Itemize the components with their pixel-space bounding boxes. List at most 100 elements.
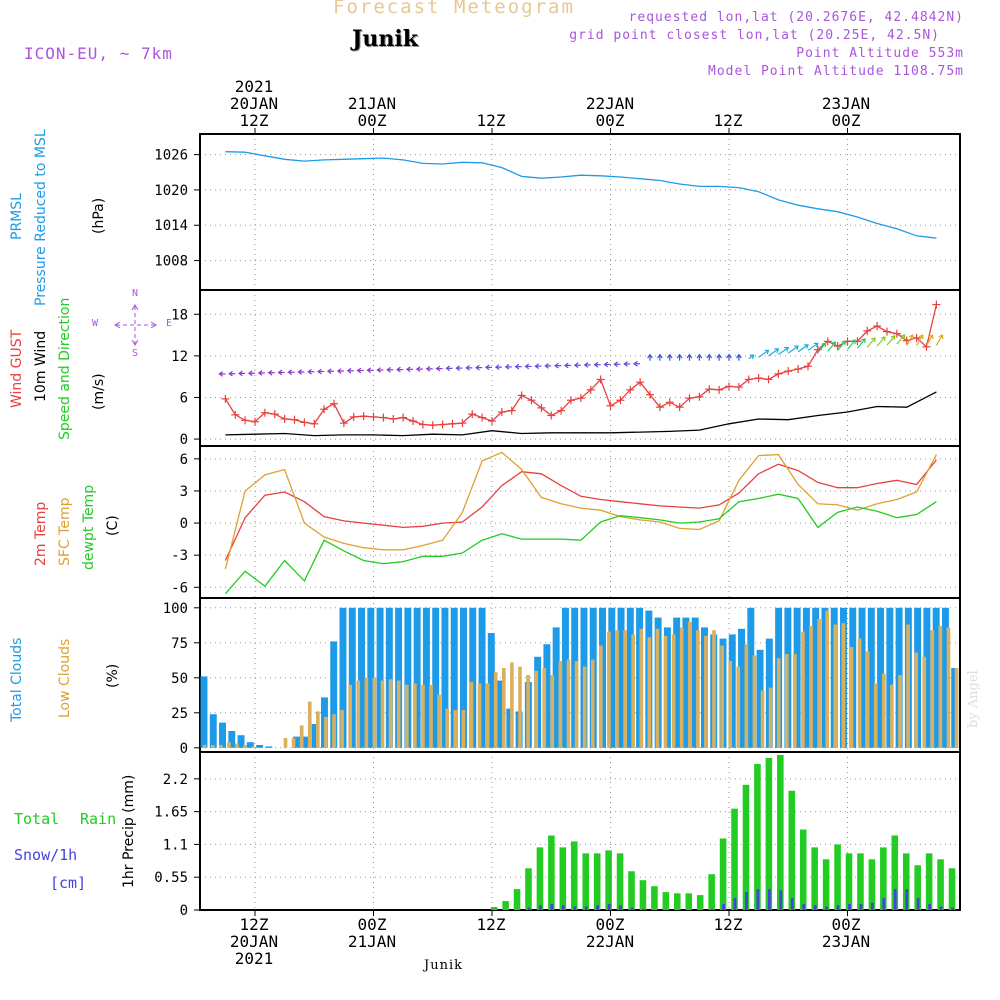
snow-bar [573,906,577,910]
rain-bar [902,853,910,910]
low-cloud-bar [768,687,773,748]
rain-bar [777,754,784,910]
wind-arrow-head [455,365,460,371]
low-cloud-bar [639,628,644,748]
wind-arrow-head [861,338,866,344]
temp-sfc-line [224,451,937,570]
wind-arrow-head [356,367,362,374]
total-cloud-bar [932,607,940,748]
total-cloud-bar [404,607,412,748]
low-cloud-bar [687,621,692,748]
snow-bar [825,906,828,910]
rain-bar [891,835,899,910]
total-cloud-bar [432,607,440,748]
total-cloud-bar [617,607,625,748]
rain-bar [536,847,544,910]
low-cloud-bar [671,634,676,748]
wind-arrow-head [277,369,283,376]
compass-rose [114,304,157,346]
wind-arrow-head [813,342,819,348]
wind-arrow [778,347,789,355]
wind-arrow-head [880,336,886,342]
low-cloud-bar [477,683,482,748]
snow-bar [767,889,771,910]
total-cloud-bar [395,607,403,748]
low-cloud-bar [922,656,927,748]
total-cloud-bar [385,607,393,748]
wind-arrow-head [563,362,569,369]
total-cloud-bar [812,607,820,748]
wind-arrow-head [676,353,683,359]
wind-arrow-head [524,363,530,370]
low-cloud-bar [299,725,304,748]
low-cloud-bar [461,710,466,748]
total-cloud-bar [339,607,347,748]
total-cloud-bar [497,680,505,748]
rain-bar [742,784,750,910]
low-cloud-bar [825,610,830,748]
low-cloud-bar [340,710,344,748]
compass-east: E [166,318,173,329]
rain-bar [719,838,727,910]
rain-bar [696,895,704,910]
total-cloud-bar [441,607,449,748]
low-cloud-bar [485,683,490,748]
wind-arrow-head [841,340,846,346]
wind-arrow-head [804,344,809,349]
y-tick-label: 12 [171,349,188,365]
low-cloud-bar [849,647,854,748]
total-cloud-bar [941,607,949,748]
low-cloud-bar [752,655,757,748]
total-cloud-bar [673,617,681,748]
low-cloud-bar [372,677,377,748]
y-tick-label: 0 [180,432,188,448]
wind-arrow-head [504,364,510,370]
wind-arrow-head [890,335,896,340]
low-cloud-bar [291,738,296,748]
wind-arrow-head [238,370,243,377]
wind-arrow-head [908,334,914,340]
wind-arrow-head [336,368,342,374]
snow-bar [756,889,760,910]
wind-arrow-head [666,353,673,359]
total-cloud-bar [608,607,616,748]
low-cloud-bar [380,680,385,748]
low-cloud-bar [202,745,207,748]
total-cloud-bar [626,607,634,748]
low-cloud-bar [696,630,700,748]
wind-arrow-head [573,362,579,368]
low-cloud-bar [631,634,635,748]
wind-arrow-head [686,353,693,359]
wind-arrow-head [326,368,332,375]
low-cloud-bar [599,645,603,748]
low-cloud-bar [413,683,417,748]
low-cloud-bar [348,684,352,748]
total-cloud-bar [802,607,810,748]
total-cloud-bar [228,731,236,748]
total-cloud-bar [293,736,301,748]
total-cloud-bar [738,628,746,748]
wind-arrow-head [534,363,539,369]
total-cloud-bar [571,607,579,748]
low-cloud-bar [243,745,247,748]
bottom-time-label: 00Z 22JAN [585,915,635,951]
snow-bar [951,907,954,910]
wind-10m-line [225,391,937,437]
low-cloud-bar [801,631,805,748]
bottom-time-label: 12Z 20JAN 2021 [229,915,279,968]
wind-arrow [758,349,769,358]
rain-bar [525,868,532,910]
total-cloud-bar [478,607,486,748]
wind-arrow-head [633,360,638,367]
wind-arrow-head [938,334,944,340]
low-cloud-bar [873,683,878,748]
snow-bar [939,906,943,910]
low-cloud-bar [841,623,846,748]
temp-2m-line [224,459,937,561]
wind-arrow-head [870,337,876,343]
wind-arrow [768,348,779,357]
location-title: Junik [352,26,418,52]
low-cloud-bar [404,684,409,748]
total-cloud-bar [330,641,338,748]
wind-arrow [817,342,827,353]
